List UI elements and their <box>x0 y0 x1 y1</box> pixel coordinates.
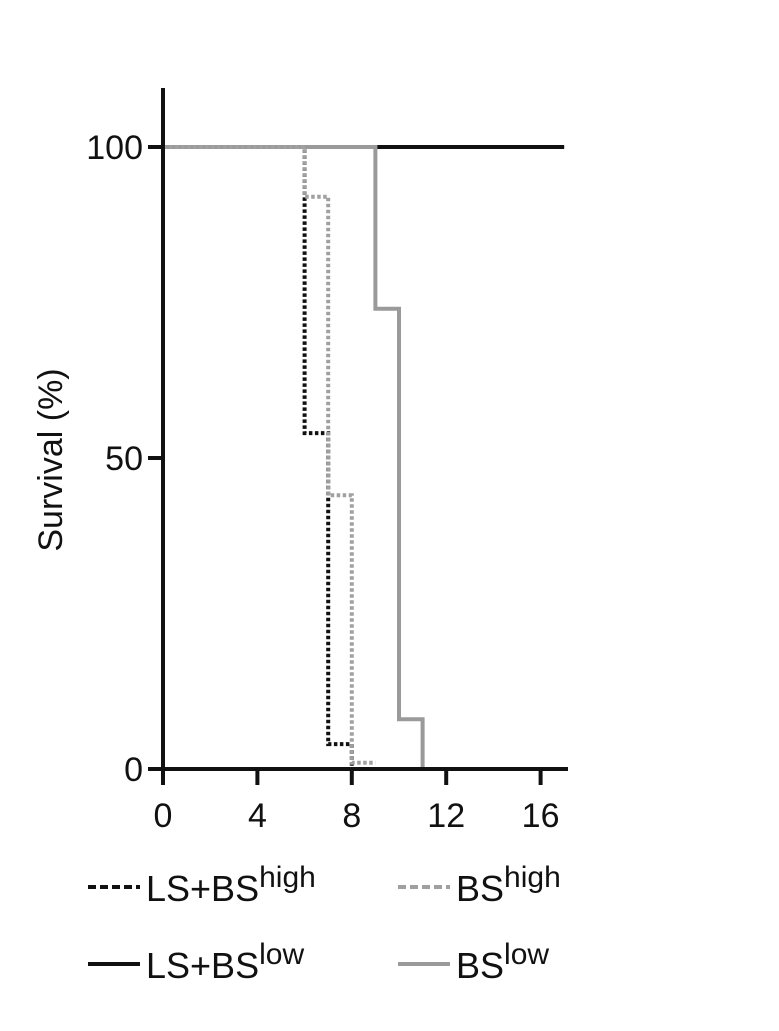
legend-item-1: BShigh <box>398 861 561 909</box>
legend-superscript-1: high <box>504 861 561 894</box>
series-line-1 <box>163 145 376 765</box>
legend-superscript-0: high <box>259 861 316 894</box>
legend-item-0: LS+BShigh <box>88 861 316 909</box>
legend-label-0: LS+BShigh <box>146 861 316 909</box>
legend-label-2: LS+BSlow <box>146 938 304 986</box>
y-tick-label-100: 100 <box>86 129 143 167</box>
series-line-0 <box>163 145 354 769</box>
y-tick-label-0: 0 <box>124 751 143 789</box>
series-line-3 <box>163 145 425 769</box>
legend-superscript-2: low <box>259 938 304 971</box>
y-axis-title: Survival (%) <box>32 368 70 551</box>
x-tick-label-12: 12 <box>427 797 465 835</box>
x-tick-label-0: 0 <box>154 797 173 835</box>
legend-item-2: LS+BSlow <box>88 938 304 986</box>
axes-layer: 0 50 100 0 4 8 12 16 <box>86 88 568 835</box>
legend: LS+BShigh BShigh LS+BSlow BSlow <box>88 861 561 986</box>
legend-label-1: BShigh <box>456 861 561 909</box>
x-tick-label-8: 8 <box>342 797 361 835</box>
curves-layer <box>163 145 565 769</box>
x-tick-label-4: 4 <box>248 797 267 835</box>
legend-superscript-3: low <box>504 938 549 971</box>
y-tick-label-50: 50 <box>105 440 143 478</box>
legend-label-3: BSlow <box>456 938 549 986</box>
legend-item-3: BSlow <box>398 938 549 986</box>
x-tick-label-16: 16 <box>522 797 560 835</box>
